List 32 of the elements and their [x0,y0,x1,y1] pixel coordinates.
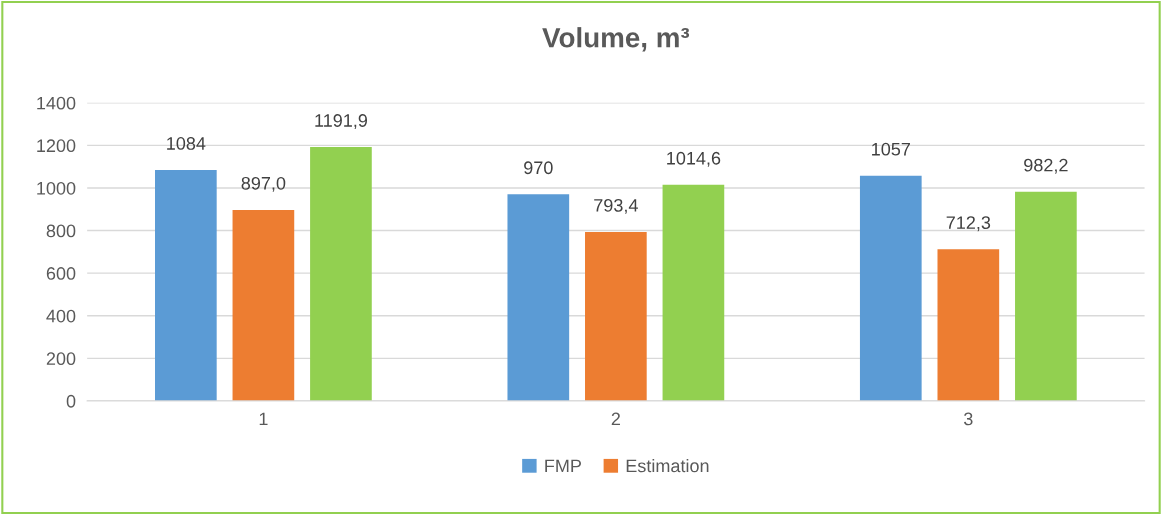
legend-label: FMP [545,459,581,473]
bar [585,231,647,401]
data-label: 1084 [167,137,206,150]
y-tick-label: 400 [46,309,76,323]
x-tick-label: 2 [611,412,620,426]
bar [937,249,1000,401]
data-label: 793,4 [594,198,638,214]
bar [507,194,570,401]
bar [310,147,372,401]
y-tick-label: 600 [46,267,76,280]
y-tick-label: 800 [46,224,76,238]
data-label: 897,0 [241,176,286,192]
y-tick-label: 1400 [37,96,76,110]
x-tick-label: 3 [964,412,973,426]
chart-title: Volume, m³ [542,27,690,52]
data-label: 1057 [872,142,910,156]
bar [859,175,922,401]
bar [1015,191,1077,401]
y-tick-label: 0 [66,394,76,408]
data-label: 712,3 [946,216,991,232]
data-label: 982,2 [1024,158,1068,174]
bar [232,209,295,401]
bar [662,184,725,401]
legend-label: Estimation [626,459,709,473]
data-label: 1191,9 [315,114,368,130]
y-tick-label: 1000 [37,181,76,195]
data-label: 970 [524,161,553,175]
y-tick-label: 1200 [37,139,76,153]
x-tick-label: 1 [259,412,268,426]
data-label: 1014,6 [667,151,721,167]
y-tick-label: 200 [46,352,76,366]
bar [155,170,217,401]
